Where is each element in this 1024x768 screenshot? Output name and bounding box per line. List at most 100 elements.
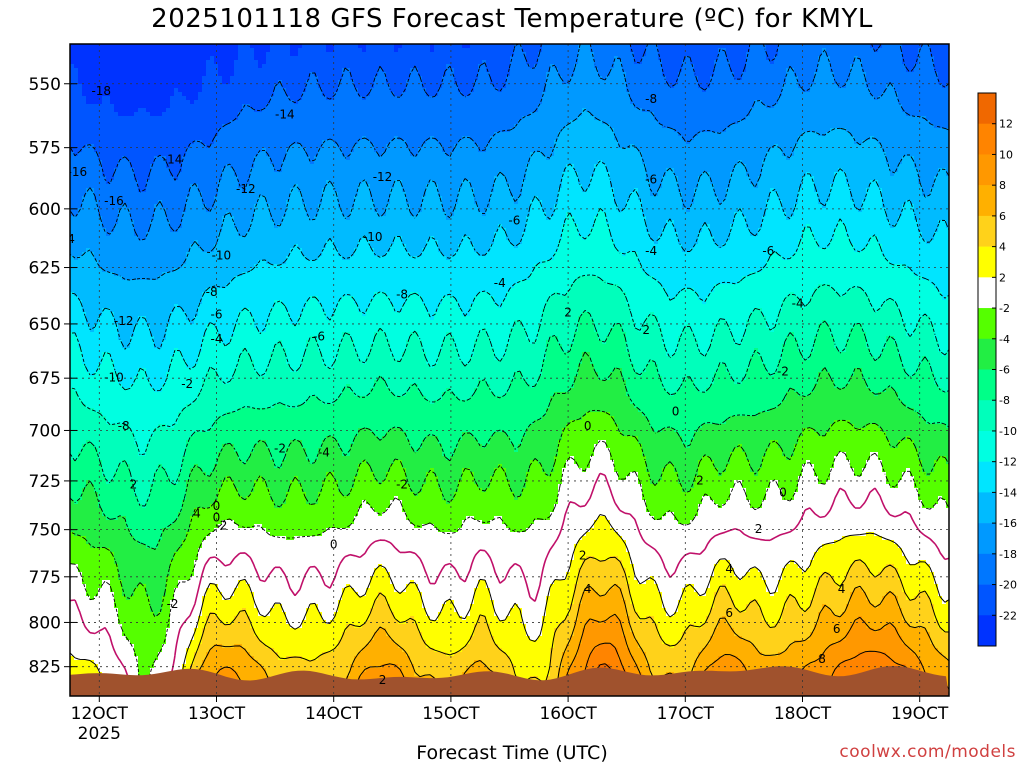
- colorbar-label: -16: [999, 517, 1017, 530]
- contour--14: [70, 160, 949, 350]
- contour-label: -8: [118, 419, 130, 433]
- colorbar-swatch: [978, 277, 996, 309]
- contour-label: -6: [762, 244, 774, 258]
- colorbar-label: 4: [999, 241, 1006, 254]
- contour-label: -4: [494, 276, 506, 290]
- colorbar-label: -22: [999, 609, 1017, 622]
- y-tick-label: 725: [29, 472, 61, 492]
- credit-text: coolwx.com/models: [839, 742, 1016, 762]
- colorbar-label: -12: [999, 456, 1017, 469]
- colorbar-label: 12: [999, 118, 1013, 131]
- contour-label: -2: [396, 477, 408, 491]
- y-tick-label: 650: [29, 315, 61, 335]
- x-axis-label: Forecast Time (UTC): [0, 742, 1024, 764]
- colorbar-label: -18: [999, 548, 1017, 561]
- y-tick-label: 625: [29, 259, 61, 279]
- chart-title: 2025101118 GFS Forecast Temperature (ºC)…: [0, 4, 1024, 34]
- contour-label: -10: [212, 248, 232, 262]
- colorbar-label: 10: [999, 148, 1013, 161]
- colorbar-swatch: [978, 430, 996, 462]
- contour-label: 2: [642, 323, 650, 337]
- grid-lines: [70, 44, 949, 696]
- contour-label: -2: [181, 377, 193, 391]
- contour-label: 0: [672, 404, 680, 418]
- contour-label: -18: [91, 84, 111, 98]
- contour-label: 4: [725, 562, 733, 576]
- contour-label: -6: [313, 330, 325, 344]
- colorbar-swatch: [978, 553, 996, 585]
- axes: 55057560062565067570072575077580082512OC…: [29, 75, 949, 744]
- contour-label: 0: [213, 499, 221, 513]
- contour-label: 0: [213, 511, 221, 525]
- colorbar-swatch: [978, 308, 996, 340]
- contour-label: -4: [211, 332, 223, 346]
- contour-label: -2: [777, 364, 789, 378]
- x-tick-label: 18OCT: [774, 704, 832, 724]
- contour-label: 2: [696, 473, 704, 487]
- terrain-band: [70, 666, 949, 696]
- y-tick-label: 675: [29, 369, 61, 389]
- y-tick-label: 775: [29, 568, 61, 588]
- colorbar-label: -6: [999, 364, 1010, 377]
- contour-label: -8: [396, 287, 408, 301]
- y-tick-label: 825: [29, 658, 61, 678]
- contour-label: 6: [725, 606, 733, 620]
- x-tick-label: 16OCT: [539, 704, 597, 724]
- x-tick-sublabel: 2025: [78, 724, 121, 744]
- colorbar-label: -20: [999, 579, 1017, 592]
- contour-label: -6: [508, 213, 520, 227]
- colorbar-label: 6: [999, 210, 1006, 223]
- contour-label: 0: [330, 537, 338, 551]
- contour-label: -12: [236, 182, 256, 196]
- contour-label: -16: [68, 165, 88, 179]
- colorbar-swatch: [978, 400, 996, 432]
- x-tick-label: 17OCT: [657, 704, 715, 724]
- contour-label: 0: [779, 485, 787, 499]
- contour-label: -16: [104, 194, 124, 208]
- x-tick-label: 13OCT: [188, 704, 246, 724]
- x-tick-label: 15OCT: [422, 704, 480, 724]
- contour-label: -8: [206, 285, 218, 299]
- contour-label: -4: [792, 296, 804, 310]
- contour-label: -2: [274, 441, 286, 455]
- colorbar-label: -4: [999, 333, 1010, 346]
- contour-label: -12: [36, 296, 56, 310]
- contour-label: 2: [755, 522, 763, 536]
- colorbar-swatch: [978, 369, 996, 401]
- contour-label: -6: [645, 172, 657, 186]
- contour-label: 4: [193, 507, 201, 521]
- contour-label: -14: [275, 107, 295, 121]
- colorbar-swatch: [978, 154, 996, 186]
- contour-label: -8: [0, 413, 8, 427]
- contour-label: 8: [818, 652, 826, 666]
- terrain: [70, 666, 949, 696]
- contour-label: -12: [114, 314, 134, 328]
- colorbar-swatch: [978, 615, 996, 647]
- x-tick-label: 12OCT: [71, 704, 129, 724]
- contour-label: -4: [645, 244, 657, 258]
- contour-label: 6: [833, 622, 841, 636]
- contour-label: 2: [564, 305, 572, 319]
- contour-label: -10: [363, 230, 383, 244]
- contour-label: -12: [373, 170, 393, 184]
- contour--16: [70, 109, 949, 281]
- contour--18: [70, 44, 949, 241]
- y-tick-label: 575: [29, 139, 61, 159]
- contour-label: 2: [379, 673, 387, 687]
- contour-label: 0: [584, 419, 592, 433]
- contour-label: -8: [645, 92, 657, 106]
- colorbar-swatch: [978, 523, 996, 555]
- colorbar-swatch: [978, 584, 996, 616]
- contour-label: -10: [104, 371, 124, 385]
- temperature-fill: [70, 44, 949, 696]
- plot-frame: [69, 43, 950, 697]
- colorbar-swatch: [978, 185, 996, 217]
- contour-label: -14: [55, 232, 75, 246]
- contour-labels: -18 -16 -16 -14 -14 -14 -12 -12 -12 -12 -10 -10 -10 -…: [0, 84, 845, 687]
- colorbar-label: 2: [999, 271, 1006, 284]
- contour--10: [70, 274, 949, 456]
- x-tick-label: 14OCT: [305, 704, 363, 724]
- contour-label: 4: [584, 582, 592, 596]
